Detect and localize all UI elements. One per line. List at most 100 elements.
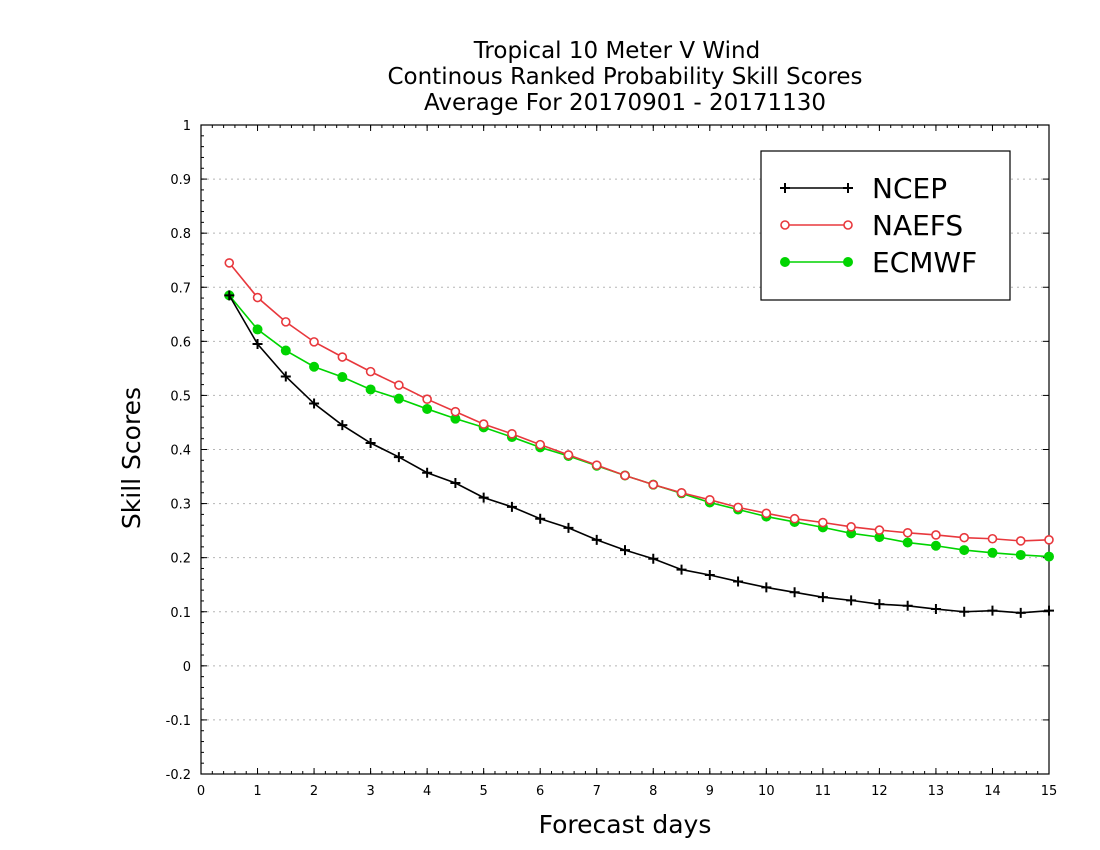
data-point-naefs bbox=[761, 508, 772, 519]
data-point-ecmwf bbox=[930, 540, 941, 551]
y-tick-label: 1 bbox=[183, 119, 191, 134]
data-point-ncep bbox=[620, 545, 630, 556]
data-point-ncep bbox=[987, 605, 998, 616]
data-point-naefs bbox=[394, 380, 404, 390]
data-point-ncep bbox=[902, 600, 913, 611]
y-tick-label: 0.4 bbox=[170, 444, 191, 459]
data-point-ncep bbox=[591, 534, 602, 545]
data-point-ncep bbox=[846, 595, 857, 606]
x-tick-label: 1 bbox=[253, 784, 261, 799]
data-point-ncep bbox=[365, 438, 376, 449]
data-point-ecmwf bbox=[902, 537, 913, 548]
x-tick-label: 2 bbox=[310, 784, 318, 799]
legend-label-ncep: NCEP bbox=[872, 172, 947, 205]
data-point-ncep bbox=[733, 576, 744, 587]
chart-title: Tropical 10 Meter V Wind Continous Ranke… bbox=[387, 38, 862, 116]
y-tick-label: -0.2 bbox=[166, 768, 191, 783]
data-point-ncep bbox=[930, 604, 941, 615]
data-point-naefs bbox=[789, 513, 800, 524]
data-point-ecmwf bbox=[1015, 549, 1026, 560]
title-line-3: Average For 20170901 - 20171130 bbox=[424, 90, 826, 116]
data-point-ncep bbox=[478, 492, 489, 503]
x-axis-title: Forecast days bbox=[539, 810, 712, 839]
data-point-naefs bbox=[337, 352, 348, 362]
data-point-ncep bbox=[959, 606, 970, 617]
x-tick-label: 10 bbox=[758, 784, 775, 799]
data-point-ncep bbox=[393, 452, 404, 463]
x-tick-label: 6 bbox=[536, 784, 544, 799]
data-point-ncep bbox=[1015, 607, 1026, 618]
series-ecmwf bbox=[224, 290, 1054, 562]
data-point-ecmwf bbox=[365, 384, 376, 395]
x-tick-label: 12 bbox=[871, 784, 888, 799]
data-point-naefs bbox=[874, 525, 885, 535]
data-point-ncep bbox=[817, 592, 828, 603]
x-tick-label: 8 bbox=[649, 784, 657, 799]
data-point-naefs bbox=[507, 429, 517, 439]
x-tick-label: 4 bbox=[423, 784, 431, 799]
x-tick-label: 7 bbox=[593, 784, 601, 799]
series-layer bbox=[224, 258, 1054, 618]
series-line-ncep bbox=[228, 294, 1050, 614]
y-tick-label: 0.2 bbox=[170, 552, 191, 567]
data-point-naefs bbox=[902, 527, 913, 538]
y-tick-label: 0.8 bbox=[170, 227, 191, 242]
data-point-naefs bbox=[987, 533, 998, 544]
data-point-naefs bbox=[704, 494, 715, 505]
x-tick-label: 13 bbox=[928, 784, 945, 799]
y-tick-label: 0.5 bbox=[170, 389, 191, 404]
y-tick-label: 0.1 bbox=[170, 606, 191, 621]
data-point-ncep bbox=[535, 513, 546, 524]
data-point-ncep bbox=[309, 398, 320, 409]
data-point-ncep bbox=[224, 290, 235, 301]
y-tick-label: 0 bbox=[183, 660, 191, 675]
data-point-ecmwf bbox=[252, 324, 263, 335]
data-point-naefs bbox=[591, 460, 602, 470]
data-point-naefs bbox=[422, 394, 432, 405]
data-point-ecmwf bbox=[422, 403, 433, 414]
series-naefs bbox=[224, 258, 1054, 546]
data-point-naefs bbox=[252, 292, 263, 303]
data-point-ncep bbox=[506, 501, 517, 512]
data-point-ncep bbox=[280, 371, 291, 382]
data-point-naefs bbox=[309, 337, 319, 347]
x-tick-label: 15 bbox=[1041, 784, 1058, 799]
data-point-naefs bbox=[818, 517, 828, 528]
data-point-ncep bbox=[337, 420, 348, 431]
legend-label-naefs: NAEFS bbox=[872, 209, 963, 242]
series-line-naefs bbox=[228, 262, 1050, 542]
data-point-naefs bbox=[846, 522, 856, 532]
data-point-ncep bbox=[563, 522, 574, 533]
data-point-naefs bbox=[1044, 535, 1054, 545]
data-point-ncep bbox=[252, 339, 263, 350]
data-point-naefs bbox=[1015, 536, 1026, 546]
data-point-naefs bbox=[733, 502, 743, 513]
legend-label-ecmwf: ECMWF bbox=[872, 246, 977, 279]
title-line-1: Tropical 10 Meter V Wind bbox=[473, 38, 760, 64]
y-tick-label: 0.9 bbox=[170, 173, 191, 188]
data-point-naefs bbox=[224, 258, 235, 268]
data-point-naefs bbox=[365, 366, 376, 377]
data-point-ecmwf bbox=[280, 345, 291, 356]
data-point-ncep bbox=[450, 478, 461, 489]
legend-marker-ncep bbox=[843, 183, 853, 193]
data-point-naefs bbox=[563, 450, 574, 460]
data-point-naefs bbox=[959, 532, 970, 543]
data-point-ncep bbox=[761, 582, 772, 593]
data-point-naefs bbox=[620, 470, 630, 481]
x-tick-label: 5 bbox=[480, 784, 488, 799]
data-point-ncep bbox=[704, 569, 715, 580]
title-line-2: Continous Ranked Probability Skill Score… bbox=[387, 64, 862, 90]
legend-marker-naefs bbox=[780, 220, 790, 230]
data-point-ecmwf bbox=[959, 545, 970, 556]
y-axis-title: Skill Scores bbox=[117, 387, 146, 529]
data-point-ecmwf bbox=[309, 361, 320, 372]
x-axis: 0 1 2 3 4 5 6 7 8 9 10 11 12 13 14 15 bbox=[197, 125, 1057, 799]
legend: NCEP NAEFS ECMWF bbox=[760, 150, 1011, 301]
data-point-ncep bbox=[676, 564, 687, 575]
y-tick-label: 0.6 bbox=[170, 335, 191, 350]
data-point-ecmwf bbox=[337, 372, 348, 383]
x-tick-label: 3 bbox=[366, 784, 374, 799]
data-point-ncep bbox=[1044, 605, 1054, 616]
